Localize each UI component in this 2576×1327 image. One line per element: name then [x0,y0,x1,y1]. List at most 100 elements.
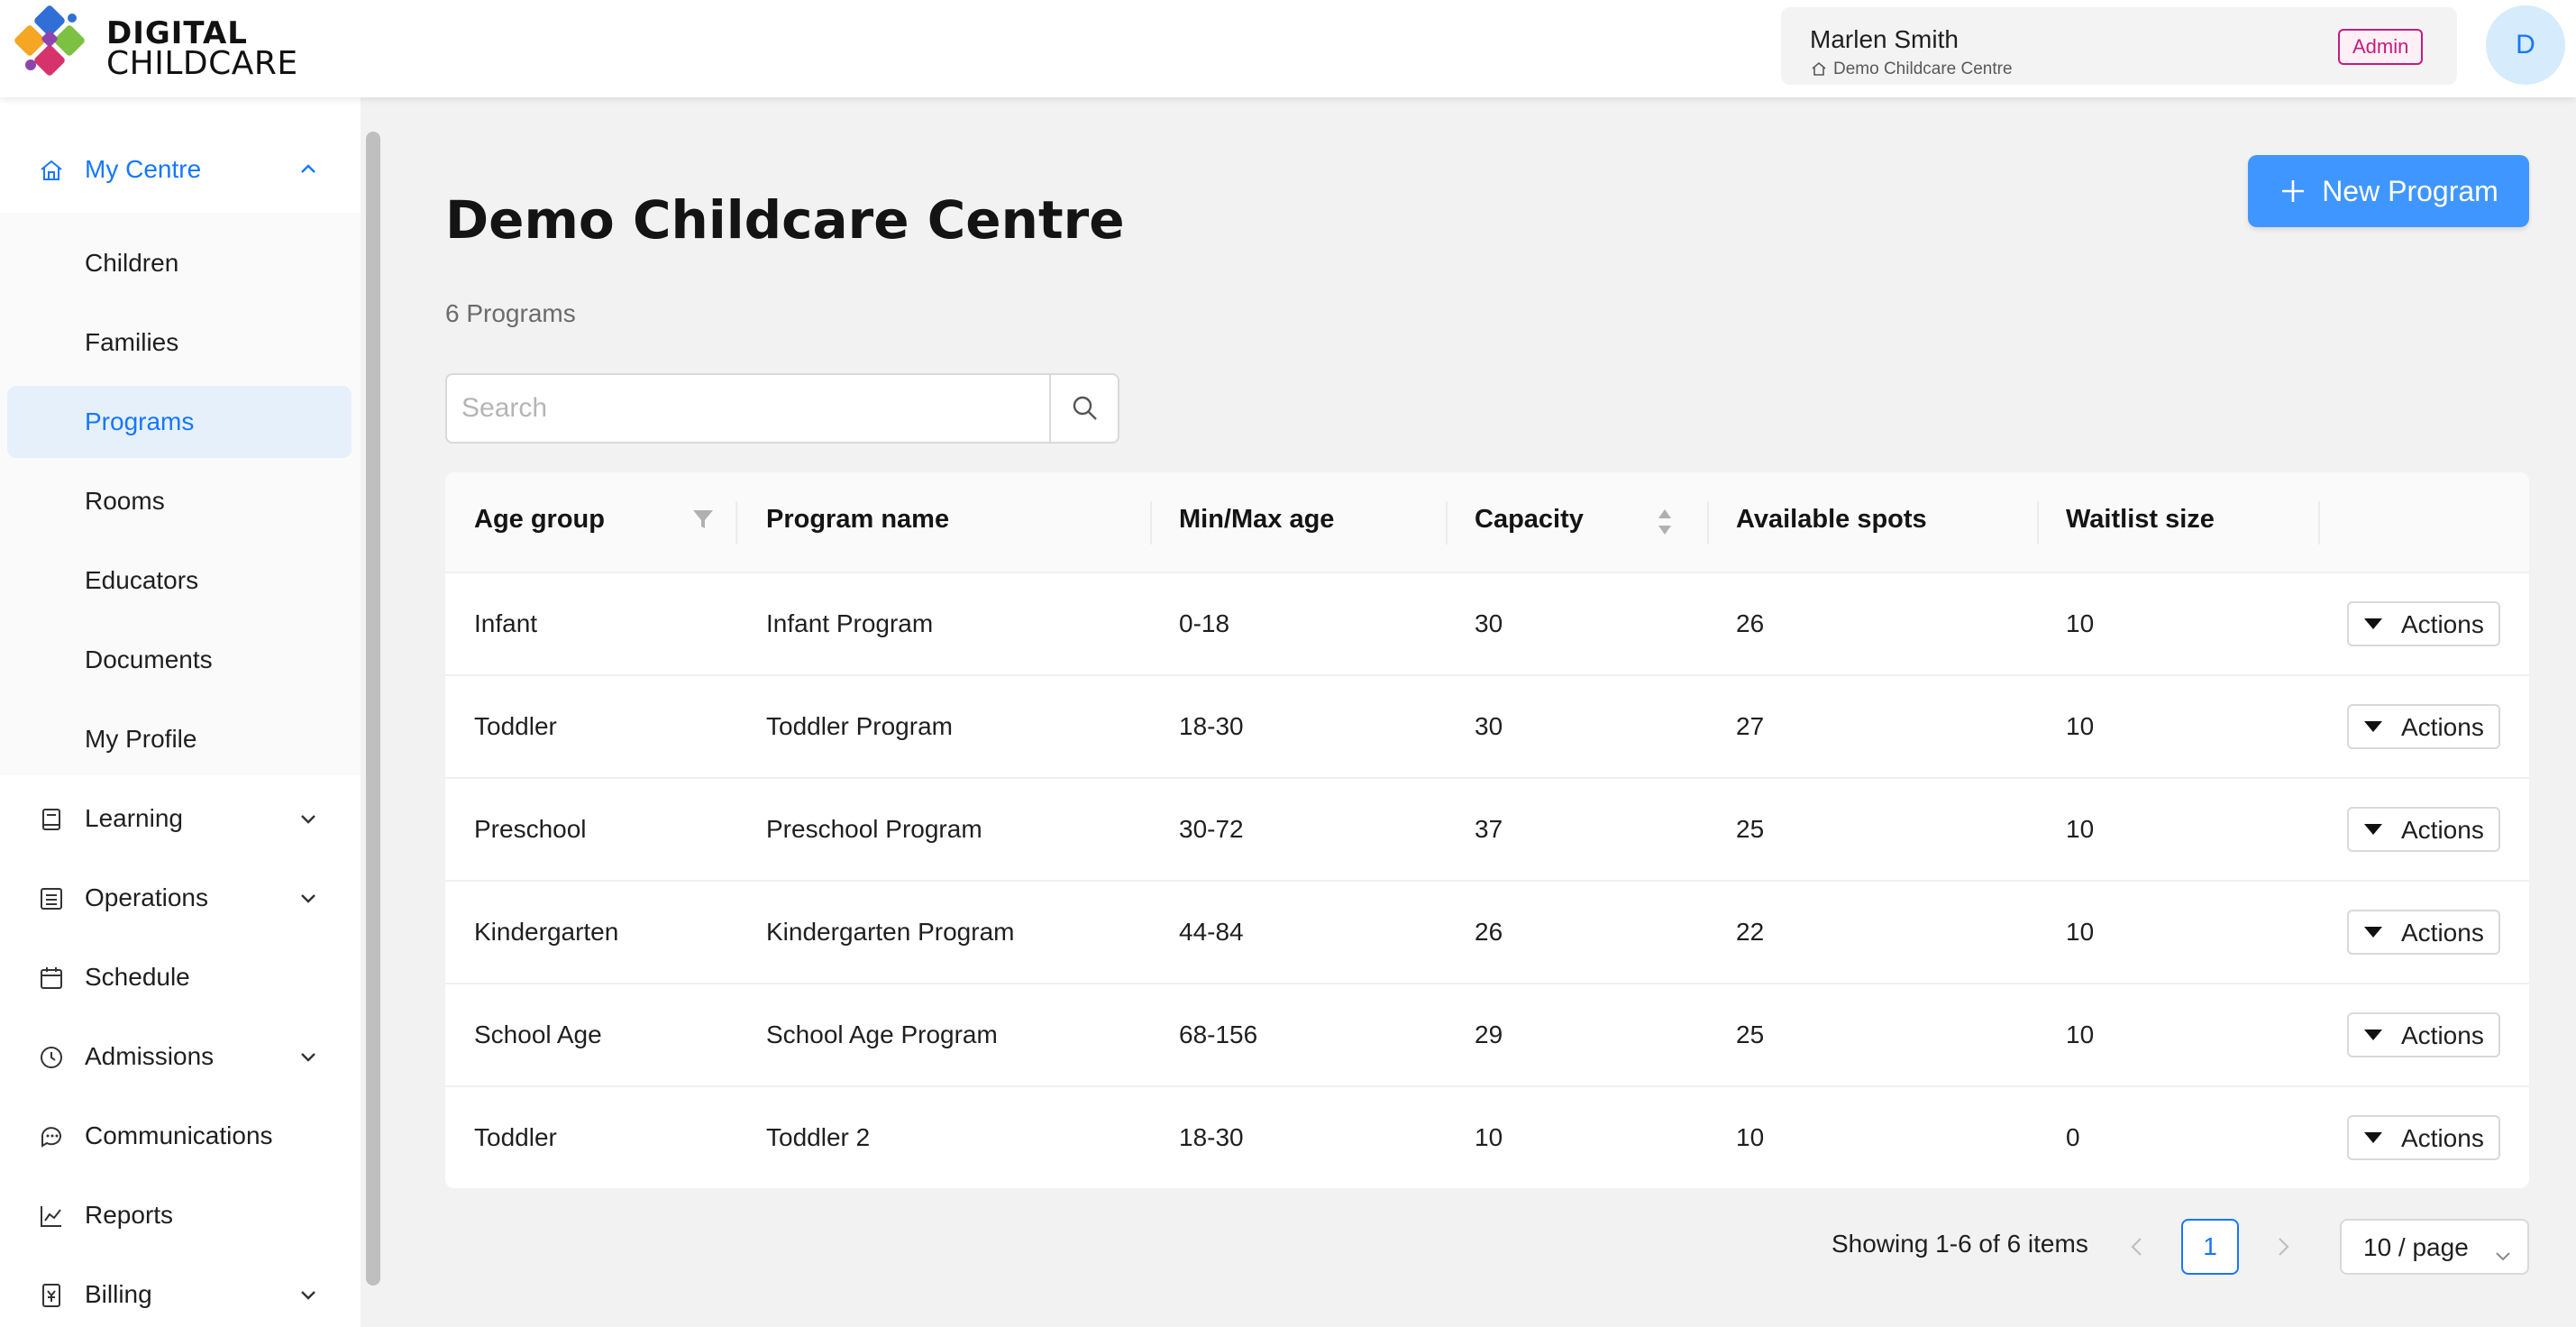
page-title: Demo Childcare Centre [445,189,1125,251]
search-input[interactable] [447,375,1049,442]
programs-table: Age group Program name Min/Max age Capac… [445,472,2529,1188]
sidebar-item-schedule[interactable]: Schedule [0,941,361,1013]
actions-label: Actions [2401,610,2484,638]
filter-icon[interactable] [690,507,716,532]
user-card[interactable]: Marlen Smith Demo Childcare Centre Admin [1781,7,2457,85]
cell-program-name: Preschool Program [766,815,982,843]
page-size-select[interactable]: 10 / page [2340,1219,2529,1275]
sidebar-item-operations[interactable]: Operations [0,862,361,934]
logo-text-line1: DIGITAL [106,15,248,51]
sidebar-item-my-centre[interactable]: My Centre [0,133,361,206]
sidebar-item-label: Rooms [85,487,165,515]
cell-age-group: Toddler [474,712,557,740]
cell-age-group: Toddler [474,1123,557,1151]
caret-down-icon [2364,721,2382,732]
cell-min-max-age: 0-18 [1179,609,1230,637]
table-row: School Age School Age Program 68-156 29 … [445,984,2529,1087]
sidebar-item-label: My Centre [85,155,202,183]
invoice-icon [42,1284,60,1307]
sidebar-item-reports[interactable]: Reports [0,1179,361,1251]
cell-min-max-age: 18-30 [1179,712,1244,740]
cell-min-max-age: 18-30 [1179,1123,1244,1151]
chevron-right-icon[interactable] [2271,1235,2295,1258]
caret-down-icon [2364,618,2382,629]
search-box [445,373,1119,444]
table-row: Infant Infant Program 0-18 30 26 10 Acti… [445,573,2529,676]
actions-button[interactable]: Actions [2347,910,2500,955]
actions-label: Actions [2401,919,2484,947]
actions-button[interactable]: Actions [2347,807,2500,852]
sidebar-item-children[interactable]: Children [0,227,361,299]
sidebar-item-rooms[interactable]: Rooms [0,465,361,537]
chevron-down-icon [301,1053,315,1062]
sidebar-item-label: Educators [85,566,199,594]
sidebar-item-educators[interactable]: Educators [0,545,361,617]
search-button[interactable] [1049,375,1119,442]
sidebar-item-documents[interactable]: Documents [0,624,361,696]
home-icon [41,160,62,180]
sidebar-item-label: Schedule [85,963,190,991]
sidebar-item-communications[interactable]: Communications [0,1100,361,1172]
cell-capacity: 10 [1475,1123,1503,1151]
new-program-button[interactable]: New Program [2248,155,2529,227]
home-icon [1812,61,1826,76]
chevron-down-icon [301,1291,315,1300]
caret-down-icon [2364,824,2382,835]
caret-down-icon [2364,927,2382,938]
cell-program-name: Toddler Program [766,712,953,740]
cell-program-name: Infant Program [766,609,934,637]
chevron-down-icon [2496,1252,2510,1261]
cell-waitlist-size: 10 [2066,609,2095,637]
sidebar-item-label: Billing [85,1280,152,1308]
sidebar-item-programs[interactable]: Programs [7,386,352,458]
sidebar-item-billing[interactable]: Billing [0,1258,361,1327]
role-badge: Admin [2338,29,2424,65]
sidebar-item-label: Communications [85,1121,273,1149]
sidebar-item-my-profile[interactable]: My Profile [0,703,361,775]
sidebar-item-admissions[interactable]: Admissions [0,1020,361,1093]
logo-text-line2: CHILDCARE [106,45,298,82]
column-separator [2318,501,2320,545]
sidebar: My Centre Children Families Programs Roo… [0,97,361,1327]
line-chart-icon [41,1206,61,1227]
cell-waitlist-size: 10 [2066,815,2095,843]
sidebar-item-learning[interactable]: Learning [0,782,361,855]
new-program-label: New Program [2322,174,2498,207]
column-header-available-spots: Available spots [1736,505,1927,534]
caret-down-icon [2364,1030,2382,1040]
cell-capacity: 30 [1475,712,1503,740]
cell-available-spots: 25 [1736,815,1765,843]
pagination-summary: Showing 1-6 of 6 items [1832,1230,2088,1258]
pagination-page-1[interactable]: 1 [2181,1219,2239,1275]
sidebar-scrollbar[interactable] [366,132,380,1286]
actions-button[interactable]: Actions [2347,1115,2500,1160]
table-row: Toddler Toddler Program 18-30 30 27 10 A… [445,676,2529,779]
actions-label: Actions [2401,816,2484,844]
chevron-up-icon [301,164,315,173]
column-separator [2037,501,2039,545]
sidebar-item-families[interactable]: Families [0,307,361,379]
sort-icon[interactable] [1655,507,1675,537]
cell-age-group: School Age [474,1020,602,1048]
page-size-value: 10 / page [2363,1233,2469,1261]
cell-waitlist-size: 0 [2066,1123,2080,1151]
column-separator [735,501,737,545]
chat-icon [41,1127,61,1148]
logo[interactable]: DIGITAL CHILDCARE [13,5,301,88]
cell-capacity: 37 [1475,815,1503,843]
logo-text: DIGITAL CHILDCARE [106,15,298,82]
sidebar-item-label: Families [85,328,179,356]
table-row: Kindergarten Kindergarten Program 44-84 … [445,882,2529,984]
chevron-left-icon[interactable] [2125,1235,2149,1258]
actions-button[interactable]: Actions [2347,1012,2500,1057]
column-header-capacity[interactable]: Capacity [1475,505,1584,534]
actions-button[interactable]: Actions [2347,601,2500,646]
cell-program-name: School Age Program [766,1020,998,1048]
cell-program-name: Toddler 2 [766,1123,871,1151]
actions-button[interactable]: Actions [2347,704,2500,749]
cell-program-name: Kindergarten Program [766,918,1015,946]
sidebar-item-label: Reports [85,1201,174,1229]
avatar[interactable]: D [2486,5,2565,85]
plus-icon [2282,180,2305,202]
table-row: Toddler Toddler 2 18-30 10 10 0 Actions [445,1087,2529,1188]
